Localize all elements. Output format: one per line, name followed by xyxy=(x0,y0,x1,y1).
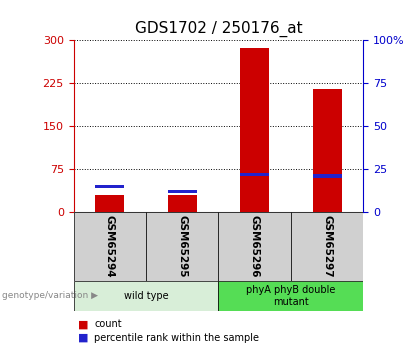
Bar xyxy=(95,185,124,188)
Bar xyxy=(312,174,341,178)
Bar xyxy=(291,212,363,281)
Text: ■: ■ xyxy=(78,319,88,329)
Bar xyxy=(240,48,269,212)
Bar xyxy=(312,89,341,212)
Bar xyxy=(74,212,146,281)
Text: count: count xyxy=(94,319,122,329)
Bar xyxy=(168,195,197,212)
Text: phyA phyB double
mutant: phyA phyB double mutant xyxy=(246,285,336,307)
Text: GSM65297: GSM65297 xyxy=(322,215,332,278)
Title: GDS1702 / 250176_at: GDS1702 / 250176_at xyxy=(134,21,302,37)
Bar xyxy=(218,212,291,281)
Bar xyxy=(240,172,269,176)
Text: GSM65295: GSM65295 xyxy=(177,215,187,278)
Bar xyxy=(74,281,218,310)
Text: ■: ■ xyxy=(78,333,88,343)
Text: wild type: wild type xyxy=(123,291,168,301)
Text: GSM65296: GSM65296 xyxy=(249,215,260,278)
Text: genotype/variation ▶: genotype/variation ▶ xyxy=(2,291,98,300)
Bar xyxy=(95,195,124,212)
Bar xyxy=(218,281,363,310)
Bar xyxy=(168,190,197,193)
Text: GSM65294: GSM65294 xyxy=(105,215,115,278)
Bar xyxy=(146,212,218,281)
Text: percentile rank within the sample: percentile rank within the sample xyxy=(94,333,260,343)
